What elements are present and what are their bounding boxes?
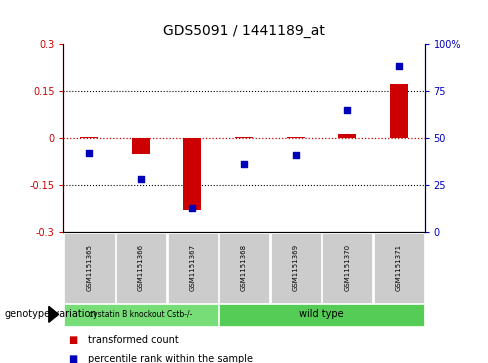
Text: ■: ■ bbox=[68, 335, 78, 345]
Text: GSM1151368: GSM1151368 bbox=[241, 244, 247, 291]
Point bbox=[188, 205, 196, 211]
Point bbox=[85, 150, 93, 156]
Text: GSM1151365: GSM1151365 bbox=[86, 244, 92, 291]
Text: GDS5091 / 1441189_at: GDS5091 / 1441189_at bbox=[163, 24, 325, 38]
Bar bbox=[235, 137, 253, 138]
Text: GSM1151370: GSM1151370 bbox=[344, 244, 350, 291]
Text: ■: ■ bbox=[68, 354, 78, 363]
Bar bbox=[390, 85, 408, 138]
Point bbox=[292, 152, 300, 158]
Bar bbox=[132, 138, 150, 154]
Point bbox=[395, 63, 403, 69]
Text: cystatin B knockout Cstb-/-: cystatin B knockout Cstb-/- bbox=[89, 310, 192, 319]
Bar bbox=[183, 138, 202, 210]
Text: GSM1151369: GSM1151369 bbox=[293, 244, 299, 291]
Text: genotype/variation: genotype/variation bbox=[5, 309, 98, 319]
Text: percentile rank within the sample: percentile rank within the sample bbox=[88, 354, 253, 363]
Bar bbox=[80, 137, 98, 138]
Bar bbox=[338, 134, 356, 138]
Point bbox=[137, 176, 145, 182]
Bar bbox=[286, 137, 305, 138]
Text: transformed count: transformed count bbox=[88, 335, 179, 345]
Text: GSM1151366: GSM1151366 bbox=[138, 244, 144, 291]
Text: GSM1151371: GSM1151371 bbox=[396, 244, 402, 291]
Point bbox=[240, 162, 248, 167]
Point bbox=[343, 107, 351, 113]
Text: wild type: wild type bbox=[299, 309, 344, 319]
Text: GSM1151367: GSM1151367 bbox=[189, 244, 195, 291]
